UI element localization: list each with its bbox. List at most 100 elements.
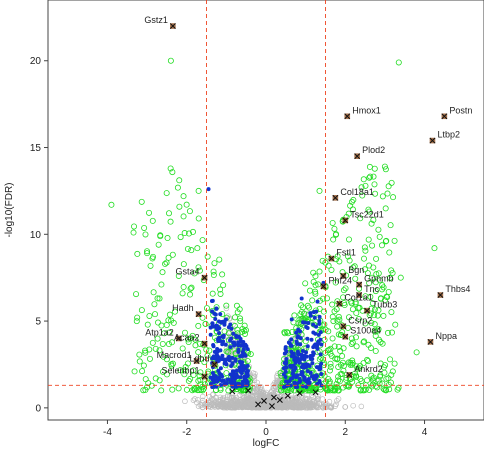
significant-point	[379, 380, 386, 387]
gene-label: Tnc	[364, 284, 380, 294]
nonsig-point	[252, 404, 259, 411]
significant-point	[369, 274, 376, 281]
significant-point	[181, 230, 188, 237]
significant-point	[141, 224, 148, 231]
highlighted-point	[299, 352, 304, 357]
nonsig-point	[228, 404, 235, 411]
gene-label: Atp1a2	[145, 327, 174, 337]
significant-point	[373, 271, 380, 278]
labeled-point-cross	[364, 307, 371, 314]
nonsig-point	[292, 395, 299, 402]
highlighted-point	[299, 296, 304, 301]
labeled-point-cross	[195, 311, 202, 318]
highlighted-point	[237, 359, 242, 364]
significant-point	[366, 163, 373, 170]
significant-point	[302, 280, 309, 287]
significant-point	[367, 293, 374, 300]
significant-point	[188, 284, 195, 291]
significant-point	[194, 245, 201, 252]
significant-point	[298, 302, 305, 309]
labeled-point-cross	[175, 335, 182, 342]
labeled-genes: Gstz1 Hmox1 Postn Ltbp2 Plod2 Col18a1 Tsc22d1 F…	[144, 15, 472, 380]
significant-point	[389, 329, 396, 336]
significant-point	[353, 310, 360, 317]
significant-point	[328, 353, 335, 360]
significant-point	[152, 345, 159, 352]
nonsig-point	[258, 404, 265, 410]
significant-point	[335, 313, 342, 320]
significant-point	[152, 311, 159, 318]
highlighted-point	[311, 350, 316, 355]
highlighted-point	[304, 354, 309, 359]
significant-point	[362, 182, 369, 189]
highlighted-point	[300, 384, 305, 389]
significant-point	[131, 368, 138, 375]
x-tick-label: 2	[342, 427, 348, 438]
nonsig-point	[242, 400, 248, 406]
significant-point	[210, 268, 217, 275]
significant-point	[371, 165, 378, 172]
highlighted-point	[231, 340, 236, 345]
highlighted-point	[294, 339, 299, 344]
significant-point	[340, 287, 347, 294]
gene-label: Bgn	[348, 265, 364, 275]
significant-point	[146, 355, 153, 362]
highlighted-point	[288, 383, 293, 388]
significant-point	[388, 179, 395, 186]
significant-point	[362, 320, 369, 327]
significant-point	[142, 347, 149, 354]
cross-mark	[255, 401, 262, 408]
highlighted-point	[318, 366, 323, 371]
nonsig-point	[190, 397, 197, 403]
significant-point	[346, 236, 353, 243]
highlighted-point	[311, 322, 316, 327]
nonsig-point	[307, 400, 314, 407]
significant-point	[361, 338, 368, 345]
axes: -4 -2 0 2 4 0 5 10 15 20	[30, 56, 428, 438]
significant-point	[190, 367, 197, 374]
significant-point	[364, 270, 371, 277]
highlighted-point	[319, 342, 324, 347]
cross-mark	[261, 397, 268, 404]
gene-label: Hmox1	[352, 105, 381, 115]
significant-point	[345, 253, 352, 260]
gene-label: Csrp2	[348, 315, 372, 325]
significant-point	[350, 196, 357, 203]
significant-point	[174, 184, 181, 191]
significant-point	[316, 356, 323, 363]
y-tick-label: 5	[35, 317, 41, 328]
labeled-point-cross	[346, 371, 353, 378]
significant-point	[185, 336, 192, 343]
nonsig-point	[296, 404, 302, 410]
significant-point	[349, 339, 356, 346]
significant-point	[168, 317, 175, 324]
highlighted-point	[231, 331, 236, 336]
y-axis-title: -log10(FDR)	[4, 182, 15, 237]
highlighted-point	[297, 360, 302, 365]
significant-point	[385, 375, 392, 382]
highlighted-point	[304, 379, 309, 384]
highlighted-point	[289, 337, 294, 342]
significant-point	[365, 236, 372, 243]
significant-point	[195, 187, 202, 194]
nonsig-point	[358, 403, 365, 410]
labeled-point-cross	[320, 283, 327, 290]
x-tick-label: -2	[182, 427, 191, 438]
significant-point	[163, 190, 170, 197]
significant-point	[142, 231, 149, 238]
significant-point	[168, 361, 175, 368]
significant-point	[108, 201, 115, 208]
significant-point	[381, 163, 388, 170]
highlighted-point	[236, 343, 241, 348]
x-tick-label: -4	[103, 427, 112, 438]
highlighted-point	[245, 382, 250, 387]
highlighted-point	[238, 336, 243, 341]
highlighted-point	[298, 379, 303, 384]
highlighted-point	[218, 383, 223, 388]
highlighted-point	[222, 322, 227, 327]
highlighted-point	[212, 356, 217, 361]
highlighted-point	[221, 335, 226, 340]
nonsig-point	[333, 401, 339, 408]
highlighted-point	[317, 319, 322, 324]
nonsig-point	[220, 394, 227, 401]
